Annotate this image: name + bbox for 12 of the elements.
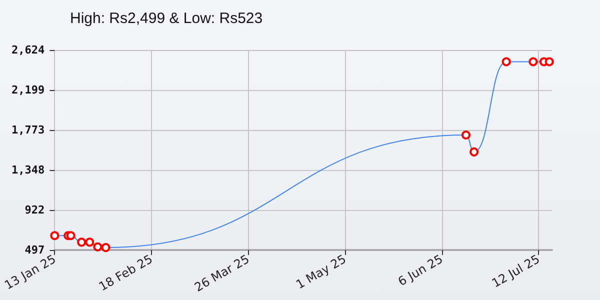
y-tick-label: 2,624	[12, 44, 46, 56]
x-tick-label: 12 Jul 25	[490, 252, 542, 290]
chart-title: High: Rs2,499 & Low: Rs523	[70, 10, 263, 27]
x-tick-label: 1 May 25	[294, 252, 349, 292]
x-tick-label: 18 Feb 25	[96, 252, 155, 294]
y-tick-label: 922	[24, 204, 45, 217]
y-tick-label: 1,773	[12, 124, 45, 137]
x-tick-label: 26 Mar 25	[192, 252, 252, 294]
y-tick-label: 1,348	[12, 163, 45, 176]
y-tick-label: 2,199	[12, 83, 45, 96]
y-tick-label: 497	[24, 244, 45, 256]
x-tick-label: 6 Jun 25	[396, 252, 446, 289]
